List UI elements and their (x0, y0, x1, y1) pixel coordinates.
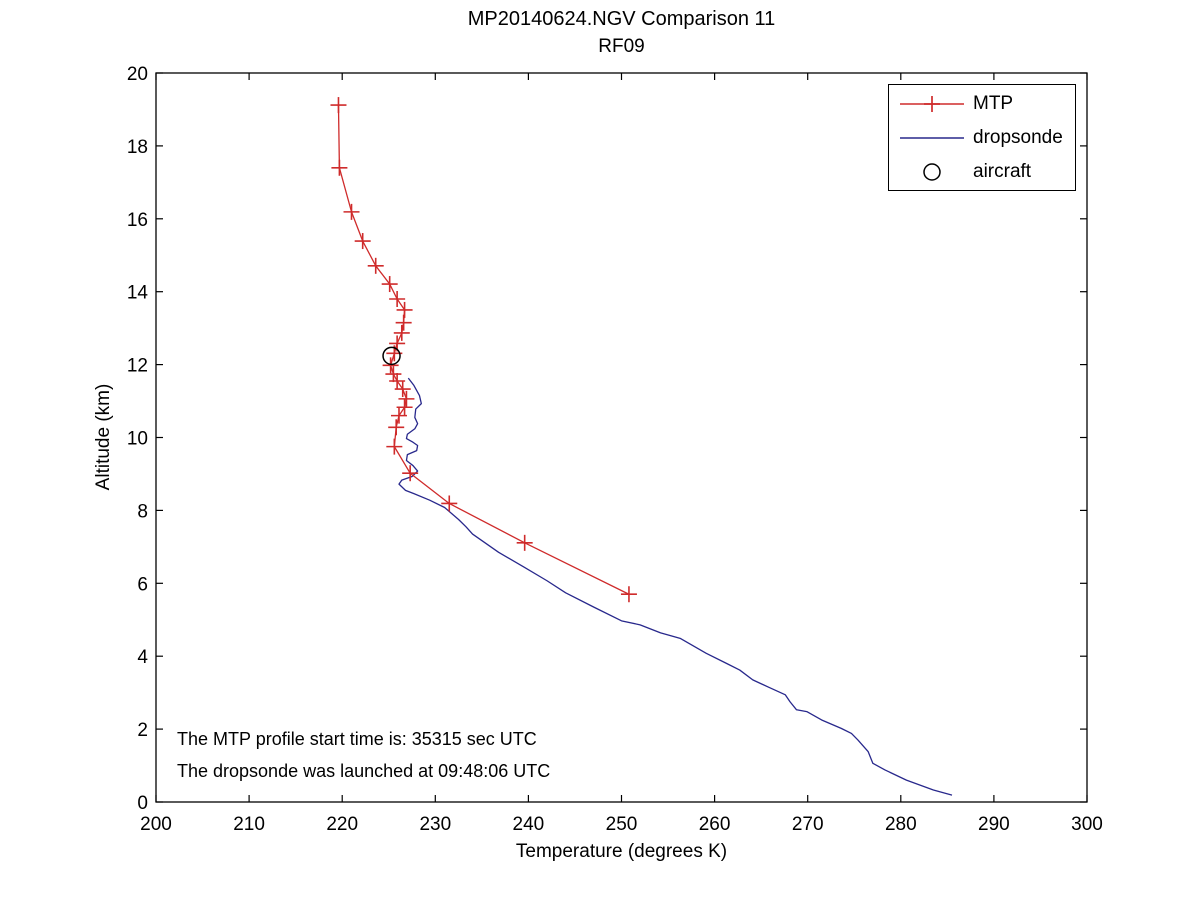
legend-item-aircraft: aircraft (889, 155, 1075, 189)
x-tick-label: 260 (699, 814, 731, 835)
dropsonde-line (398, 377, 953, 796)
mtp-line-plus-icon (900, 96, 964, 112)
y-tick-label: 20 (127, 64, 148, 85)
x-tick-label: 250 (606, 814, 638, 835)
x-tick-label: 220 (326, 814, 358, 835)
y-tick-label: 8 (137, 501, 148, 522)
x-axis-label: Temperature (degrees K) (515, 841, 728, 862)
legend-label-dropsonde: dropsonde (973, 127, 1063, 148)
x-tick-label: 290 (978, 814, 1010, 835)
y-tick-label: 0 (137, 793, 148, 814)
y-tick-label: 16 (127, 210, 148, 231)
y-axis-label: Altitude (km) (93, 383, 114, 491)
chart-subtitle: RF09 (598, 36, 645, 57)
y-tick-label: 12 (127, 356, 148, 377)
x-tick-label: 230 (419, 814, 451, 835)
aircraft-circle-marker (382, 346, 401, 366)
legend-item-mtp: MTP (889, 87, 1075, 121)
y-tick-label: 14 (127, 283, 149, 304)
x-tick-label: 300 (1071, 814, 1103, 835)
series-aircraft (382, 346, 401, 366)
legend: MTP dropsonde aircraft (888, 84, 1076, 191)
x-tick-label: 240 (513, 814, 545, 835)
legend-label-mtp: MTP (973, 93, 1014, 114)
x-ticks: 200 210 220 230 240 250 260 270 280 290 300 (140, 73, 1103, 835)
x-tick-label: 210 (233, 814, 265, 835)
legend-item-dropsonde: dropsonde (889, 121, 1075, 155)
legend-label-aircraft: aircraft (973, 161, 1032, 182)
x-tick-label: 200 (140, 814, 172, 835)
y-ticks: 0 2 4 6 8 10 12 14 16 18 20 (127, 64, 1087, 814)
series-mtp (330, 97, 637, 603)
series-dropsonde (398, 377, 953, 796)
aircraft-circle-icon (923, 163, 941, 181)
dropsonde-line-icon (900, 137, 964, 139)
mtp-line (337, 105, 630, 595)
y-tick-label: 10 (127, 429, 148, 450)
chart-title: MP20140624.NGV Comparison 11 (467, 8, 776, 30)
x-tick-label: 280 (885, 814, 917, 835)
y-tick-label: 4 (137, 647, 148, 668)
annotation-dropsonde-launch-time: The dropsonde was launched at 09:48:06 U… (177, 761, 551, 781)
y-tick-label: 2 (137, 720, 148, 741)
y-tick-label: 18 (127, 137, 148, 158)
annotation-mtp-start-time: The MTP profile start time is: 35315 sec… (177, 729, 537, 749)
y-tick-label: 6 (137, 574, 148, 595)
x-tick-label: 270 (792, 814, 824, 835)
